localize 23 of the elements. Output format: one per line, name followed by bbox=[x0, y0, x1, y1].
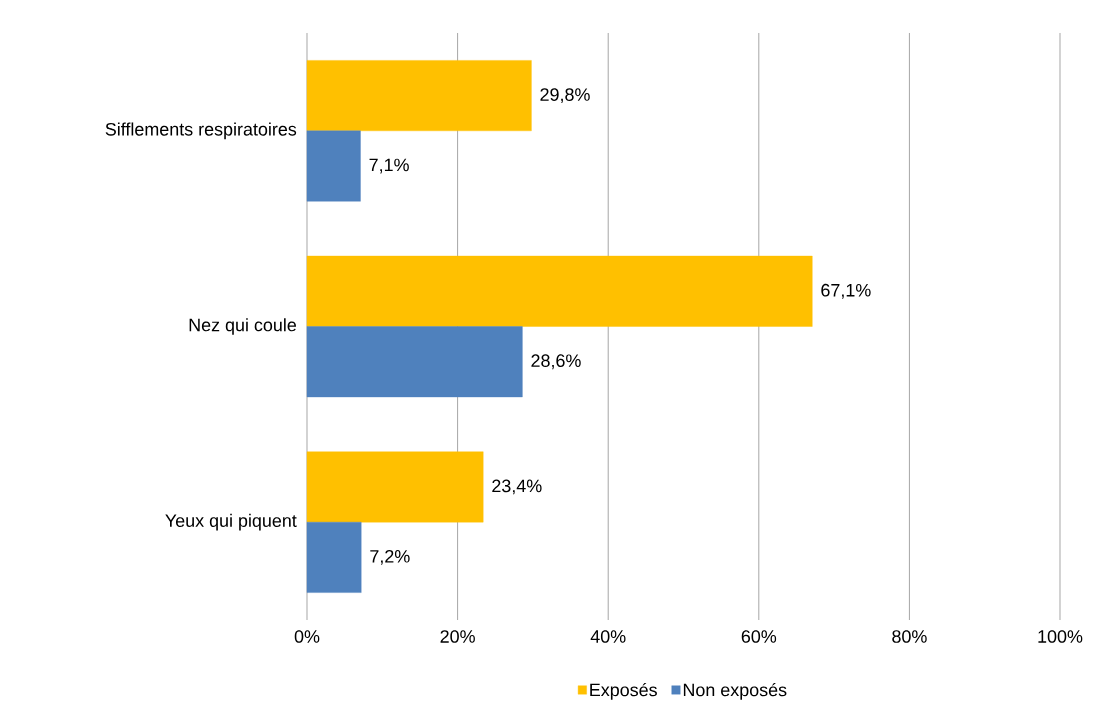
data-label: 67,1% bbox=[821, 283, 871, 299]
bar bbox=[306, 255, 813, 327]
legend-label: Exposés bbox=[590, 682, 657, 700]
data-label: 23,4% bbox=[492, 479, 542, 495]
y-tick-label: Nez qui coule bbox=[189, 318, 296, 335]
bar bbox=[306, 60, 532, 132]
data-label: 29,8% bbox=[540, 88, 590, 104]
x-tick-label: 40% bbox=[590, 630, 626, 643]
legend-label: Non exposés bbox=[683, 682, 787, 700]
bar bbox=[306, 451, 484, 523]
data-label: 7,2% bbox=[370, 549, 410, 565]
x-tick-label: 20% bbox=[440, 630, 475, 643]
data-label: 28,6% bbox=[531, 354, 581, 370]
y-tick-label: Sifflements respiratoires bbox=[105, 122, 297, 140]
x-tick-label: 100% bbox=[1038, 630, 1083, 643]
x-tick-label: 0% bbox=[294, 630, 320, 643]
x-tick-label: 60% bbox=[741, 630, 777, 643]
y-tick-label: Yeux qui piquent bbox=[165, 513, 297, 531]
bar bbox=[306, 326, 523, 398]
data-label: 7,1% bbox=[369, 158, 409, 174]
bar bbox=[306, 521, 362, 593]
x-tick-label: 80% bbox=[892, 630, 927, 643]
bar bbox=[306, 130, 361, 202]
